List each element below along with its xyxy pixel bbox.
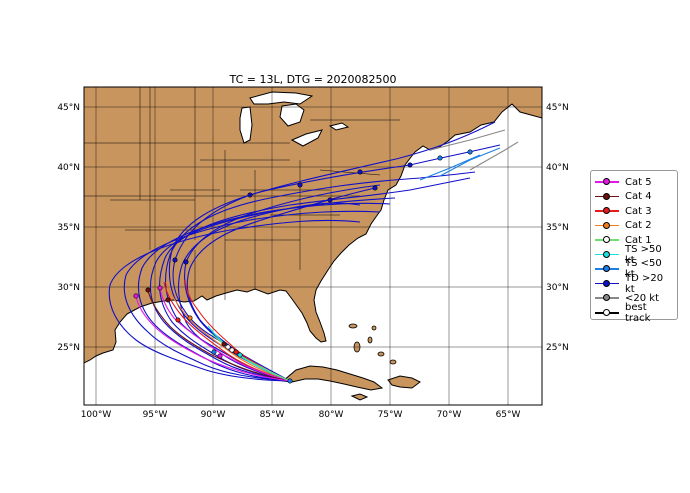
track-marker	[229, 347, 235, 353]
legend-label: Cat 2	[625, 220, 652, 232]
map-title: TC = 13L, DTG = 2020082500	[229, 73, 397, 86]
track-marker	[247, 192, 253, 198]
track-marker	[437, 155, 443, 161]
lon-tick-label: 75°W	[378, 410, 403, 420]
ensemble-track	[469, 141, 519, 171]
land-hispaniola	[387, 375, 421, 389]
lon-tick-label: 65°W	[496, 410, 521, 420]
legend-marker-icon	[595, 250, 619, 260]
legend-item: Cat 4	[595, 190, 673, 205]
lon-tick-labels: 100°W 95°W 90°W 85°W 80°W 75°W 70°W 65°W	[81, 410, 521, 420]
lon-tick-label: 100°W	[81, 410, 112, 420]
ensemble-track	[429, 129, 506, 151]
legend-item: Cat 3	[595, 204, 673, 219]
legend-marker-icon	[595, 308, 619, 318]
ensemble-tracks	[108, 121, 519, 384]
legend-marker-icon	[595, 279, 619, 289]
land-bahamas	[348, 323, 397, 365]
legend-marker-icon	[595, 293, 619, 303]
track-marker	[237, 352, 243, 358]
ensemble-track	[147, 289, 291, 382]
lon-tick-label: 90°W	[201, 410, 226, 420]
ensemble-track	[159, 287, 291, 382]
lat-tick-label: 40°N	[57, 163, 80, 173]
legend-item: TD >20 kt	[595, 273, 673, 295]
ensemble-track	[439, 147, 501, 177]
track-marker	[372, 185, 378, 191]
lat-tick-label: 25°N	[57, 343, 80, 353]
lat-tick-label: 45°N	[57, 103, 80, 113]
lat-tick-label: 25°N	[546, 343, 569, 353]
legend-item: TS >50 kt	[595, 244, 673, 266]
ensemble-track	[135, 295, 291, 382]
legend-label: <20 kt	[625, 292, 659, 304]
track-marker	[211, 349, 217, 355]
lat-tick-labels-right: 25°N 30°N 35°N 40°N 45°N	[546, 103, 569, 353]
map-frame	[83, 86, 543, 406]
great-lakes	[239, 91, 350, 147]
ensemble-track	[123, 210, 381, 382]
ensemble-track	[165, 281, 291, 382]
legend-item: <20 kt	[595, 291, 673, 306]
legend-label: Cat 3	[625, 205, 652, 217]
legend-item: best track	[595, 302, 673, 324]
lon-tick-label: 95°W	[143, 410, 168, 420]
ensemble-track	[419, 154, 481, 181]
legend-label: best track	[625, 301, 651, 324]
track-marker	[145, 287, 151, 293]
track-marker	[187, 315, 193, 321]
graticule	[84, 87, 542, 405]
land-jamaica	[350, 393, 369, 401]
ensemble-track	[108, 219, 361, 382]
lat-tick-labels-left: 25°N 30°N 35°N 40°N 45°N	[57, 103, 80, 353]
legend-label: Cat 4	[625, 191, 652, 203]
track-marker	[467, 149, 473, 155]
track-marker	[175, 317, 181, 323]
legend-item: Cat 2	[595, 219, 673, 234]
state-borders	[84, 87, 400, 300]
legend-item: TS <50 kt	[595, 258, 673, 280]
legend: Cat 5 Cat 4 Cat 3 Cat 2 Cat 1 TS >50 kt TS <50…	[590, 170, 678, 324]
track-marker	[225, 344, 231, 350]
track-marker	[357, 169, 363, 175]
legend-label: Cat 1	[625, 234, 652, 246]
track-marker	[217, 353, 223, 359]
legend-marker-icon	[595, 221, 619, 231]
track-marker	[157, 285, 163, 291]
legend-marker-icon	[595, 235, 619, 245]
track-marker	[327, 197, 333, 203]
lon-tick-label: 85°W	[260, 410, 285, 420]
track-marker	[165, 297, 171, 303]
track-marker	[221, 341, 227, 347]
track-marker	[133, 293, 139, 299]
track-marker	[297, 182, 303, 188]
track-marker	[183, 259, 189, 265]
track-marker	[407, 162, 413, 168]
legend-marker-icon	[595, 264, 619, 274]
lat-tick-label: 45°N	[546, 103, 569, 113]
lat-tick-label: 30°N	[57, 283, 80, 293]
legend-label: TS <50 kt	[625, 258, 662, 281]
legend-label: TD >20 kt	[625, 272, 664, 295]
legend-label: TS >50 kt	[625, 243, 662, 266]
legend-marker-icon	[595, 177, 619, 187]
ensemble-track	[184, 279, 291, 382]
legend-label: Cat 5	[625, 176, 652, 188]
track-marker	[172, 257, 178, 263]
ensemble-track	[163, 281, 291, 382]
track-marker	[287, 378, 293, 384]
lat-tick-label: 35°N	[546, 223, 569, 233]
track-marker	[233, 349, 239, 355]
land-cuba	[281, 365, 384, 391]
lon-tick-label: 80°W	[319, 410, 344, 420]
lon-tick-label: 70°W	[437, 410, 462, 420]
lat-tick-label: 30°N	[546, 283, 569, 293]
legend-marker-icon	[595, 206, 619, 216]
lat-tick-label: 35°N	[57, 223, 80, 233]
legend-item: Cat 1	[595, 233, 673, 248]
legend-marker-icon	[595, 192, 619, 202]
legend-item: Cat 5	[595, 175, 673, 190]
lat-tick-label: 40°N	[546, 163, 569, 173]
